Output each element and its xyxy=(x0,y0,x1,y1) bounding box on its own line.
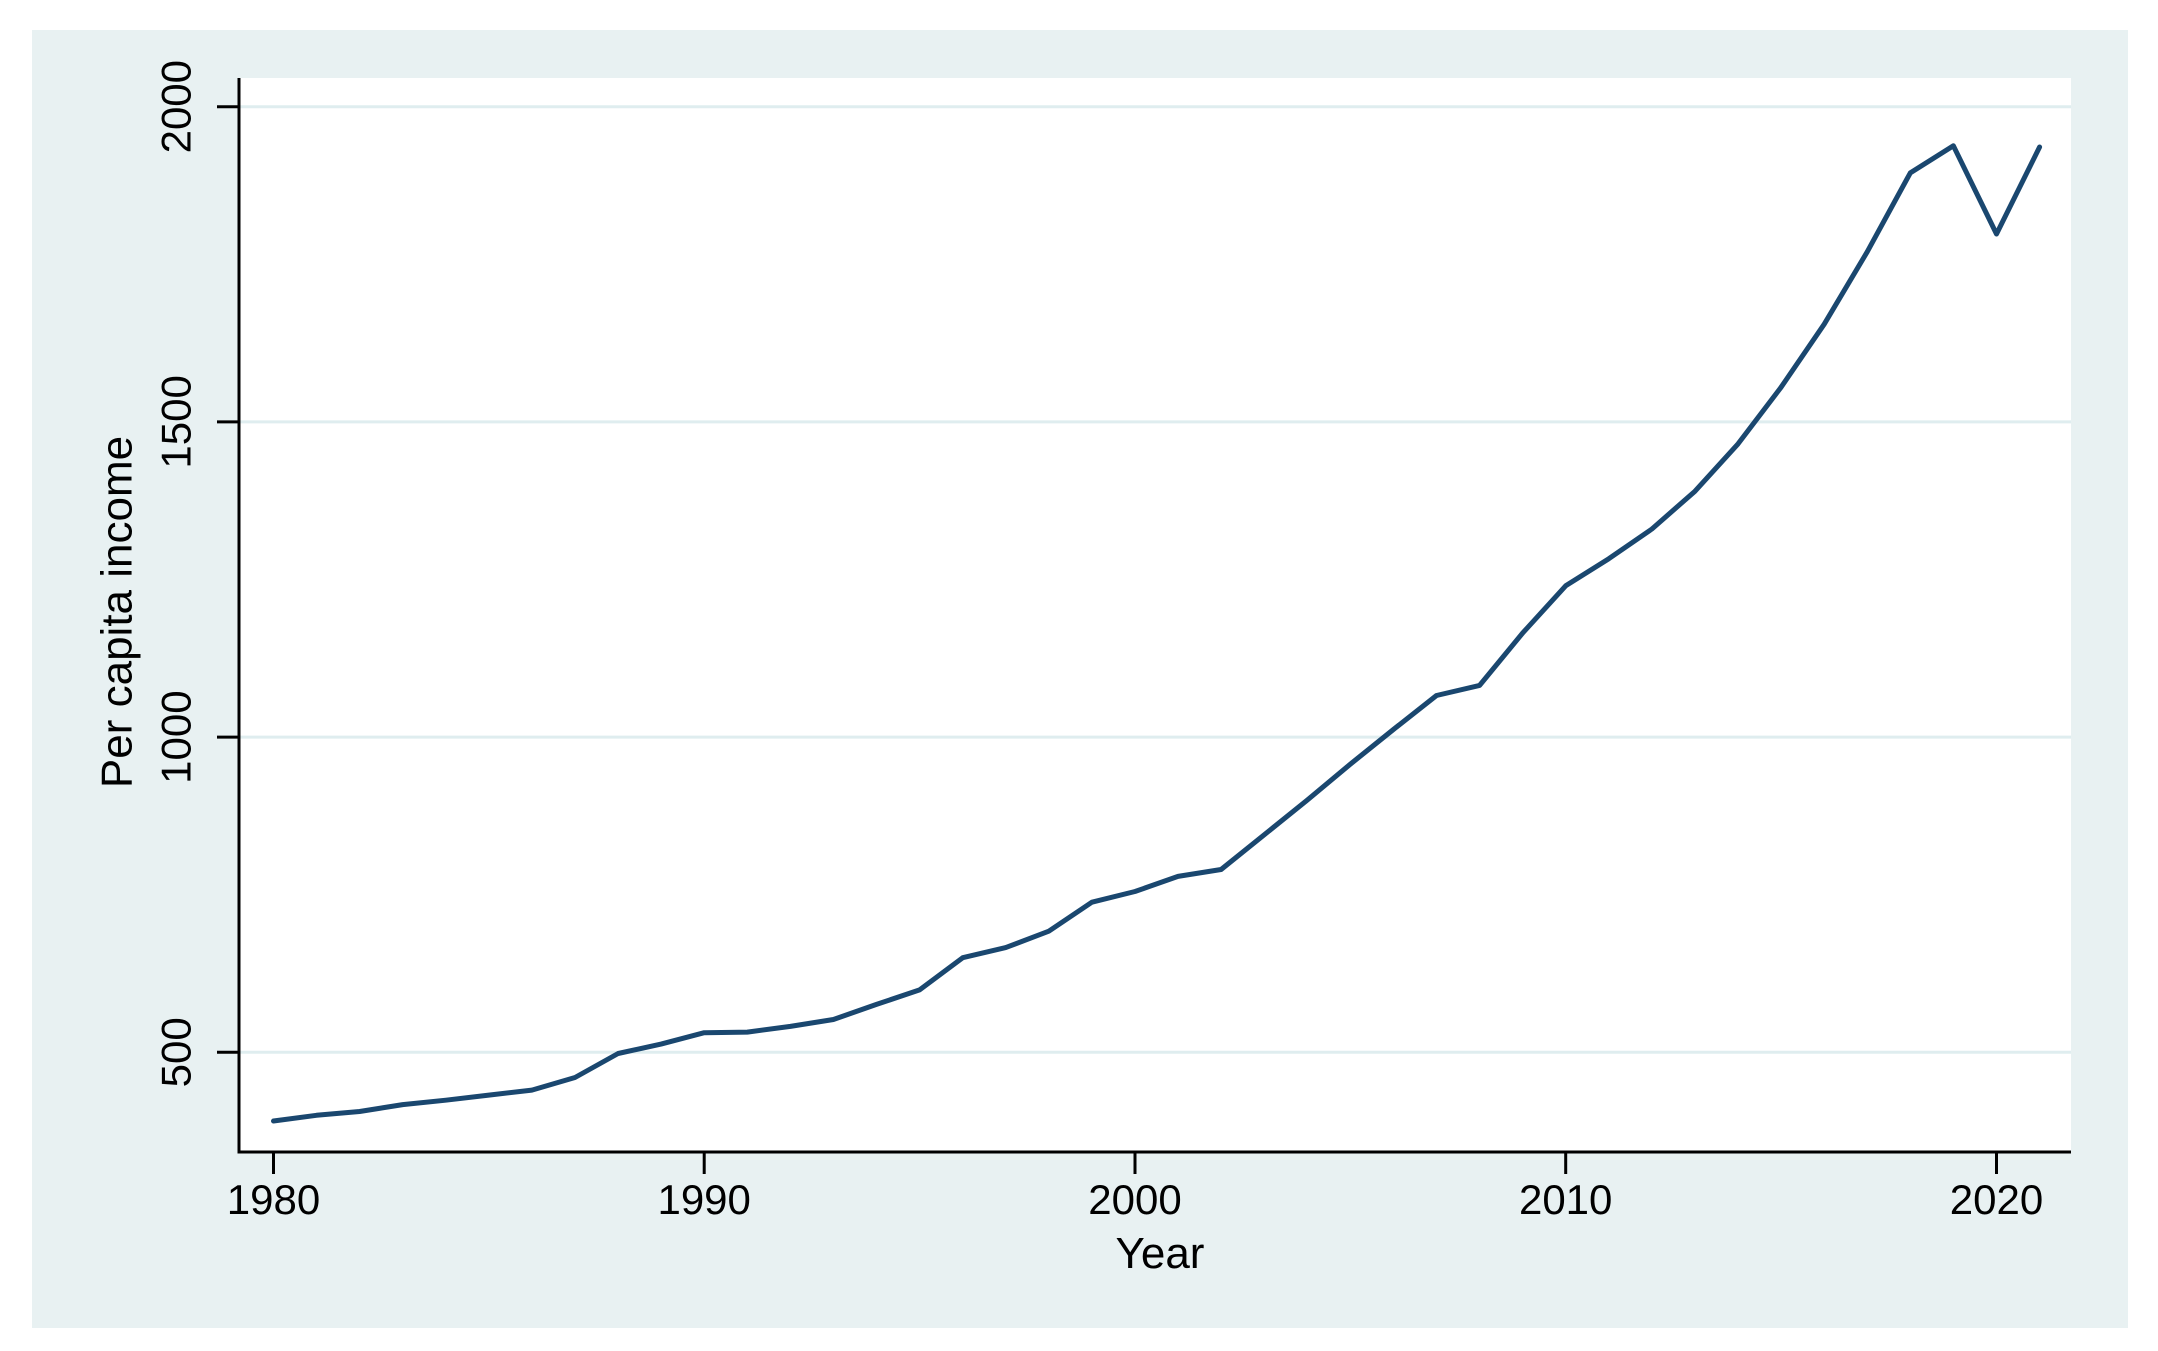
y-axis-tick-labels: 500 1000 1500 2000 xyxy=(153,60,200,1087)
y-axis-ticks xyxy=(217,105,239,1054)
y-axis-title: Per capita income xyxy=(92,436,141,788)
y-axis: 500 1000 1500 2000 xyxy=(153,60,241,1154)
x-axis-tick-labels: 1980 1990 2000 2010 2020 xyxy=(227,1176,2043,1223)
x-tick-label: 1990 xyxy=(657,1176,750,1223)
x-tick-label: 1980 xyxy=(227,1176,320,1223)
x-axis-ticks xyxy=(272,1152,1998,1174)
x-axis: 1980 1990 2000 2010 2020 xyxy=(227,1150,2071,1223)
y-tick-label: 1000 xyxy=(153,690,200,783)
y-tick-label: 500 xyxy=(153,1017,200,1087)
y-tick-label: 1500 xyxy=(153,375,200,468)
x-tick-label: 2020 xyxy=(1950,1176,2043,1223)
x-tick-label: 2000 xyxy=(1088,1176,1181,1223)
y-tick-label: 2000 xyxy=(153,60,200,153)
x-axis-title: Year xyxy=(1116,1229,1205,1278)
x-tick-label: 2010 xyxy=(1519,1176,1612,1223)
plot-area-background xyxy=(239,78,2071,1152)
horizontal-gridlines xyxy=(239,105,2071,1054)
per-capita-income-line xyxy=(271,143,2043,1124)
